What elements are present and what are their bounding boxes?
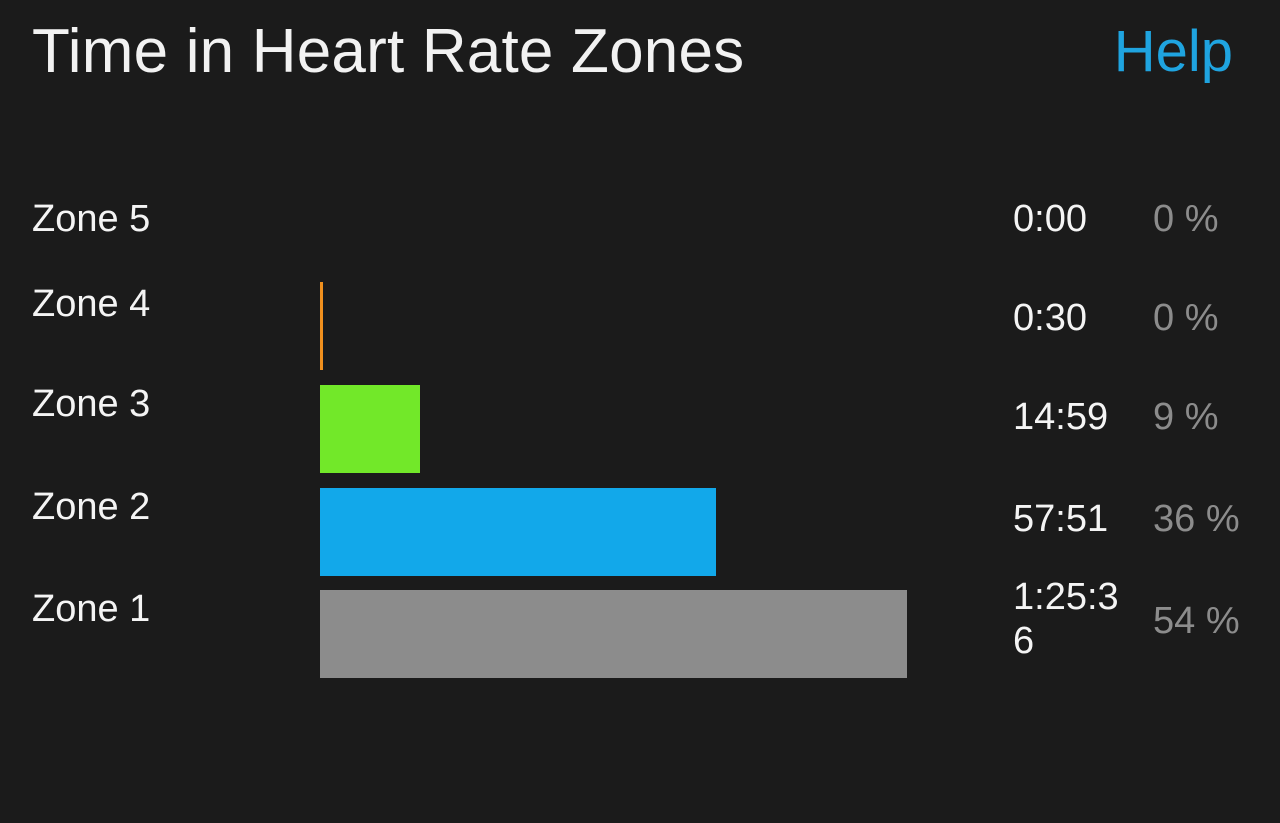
zone-row-5: Zone 5 0:00 0 %	[0, 197, 1280, 285]
zone-label: Zone 3	[32, 383, 151, 425]
zone-label: Zone 5	[32, 198, 151, 240]
zone-percent: 9 %	[1153, 396, 1219, 438]
zone-row-3: Zone 3 14:59 9 %	[0, 383, 1280, 473]
zone-percent: 36 %	[1153, 498, 1240, 540]
page-title: Time in Heart Rate Zones	[32, 17, 745, 86]
zone-time: 14:59	[1013, 396, 1109, 438]
zone-label: Zone 1	[32, 588, 151, 630]
zone-bar	[320, 488, 716, 576]
zone-percent: 0 %	[1153, 198, 1219, 240]
zone-label: Zone 4	[32, 283, 151, 325]
zone-time: 1:25:36	[1013, 576, 1119, 662]
help-link[interactable]: Help	[1113, 19, 1233, 84]
zone-bar	[320, 282, 323, 370]
zone-label: Zone 2	[32, 486, 151, 528]
zone-time: 0:30	[1013, 297, 1087, 339]
zone-time: 57:51	[1013, 498, 1109, 540]
zone-row-1: Zone 1 1:25:36 54 %	[0, 576, 1280, 678]
zone-bar	[320, 590, 907, 678]
zone-time: 0:00	[1013, 198, 1087, 240]
zone-row-2: Zone 2 57:51 36 %	[0, 486, 1280, 576]
zone-percent: 0 %	[1153, 297, 1219, 339]
zone-bar	[320, 385, 420, 473]
zone-percent: 54 %	[1153, 600, 1240, 642]
zone-row-4: Zone 4 0:30 0 %	[0, 282, 1280, 370]
